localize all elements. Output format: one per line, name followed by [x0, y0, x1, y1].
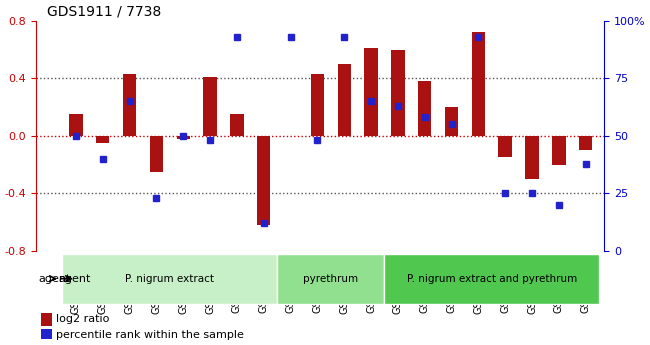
Text: P. nigrum extract: P. nigrum extract [125, 274, 214, 284]
Text: pyrethrum: pyrethrum [304, 274, 358, 284]
FancyBboxPatch shape [384, 254, 599, 304]
Bar [96, 136, 109, 143]
Bar [337, 64, 351, 136]
Bar [177, 136, 190, 139]
Bar [42, 329, 51, 342]
Bar [69, 114, 83, 136]
Bar [445, 107, 458, 136]
Bar [365, 48, 378, 136]
FancyBboxPatch shape [277, 254, 384, 304]
Text: percentile rank within the sample: percentile rank within the sample [55, 330, 243, 340]
Bar [123, 74, 136, 136]
FancyBboxPatch shape [62, 254, 277, 304]
Bar [525, 136, 539, 179]
Bar [418, 81, 432, 136]
Text: agent: agent [38, 274, 71, 284]
Bar [472, 32, 485, 136]
Bar [257, 136, 270, 225]
Bar [203, 77, 216, 136]
Text: agent: agent [58, 274, 91, 284]
Bar [150, 136, 163, 172]
Bar [579, 136, 592, 150]
Bar [552, 136, 566, 165]
Bar [391, 50, 404, 136]
Text: P. nigrum extract and pyrethrum: P. nigrum extract and pyrethrum [407, 274, 577, 284]
Bar [230, 114, 244, 136]
Text: log2 ratio: log2 ratio [55, 314, 109, 324]
Bar [499, 136, 512, 157]
Bar [42, 313, 51, 326]
Text: GDS1911 / 7738: GDS1911 / 7738 [47, 4, 161, 18]
Bar [311, 74, 324, 136]
